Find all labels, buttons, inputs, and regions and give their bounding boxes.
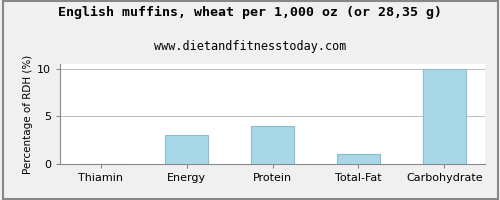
Text: www.dietandfitnesstoday.com: www.dietandfitnesstoday.com [154, 40, 346, 53]
Bar [165, 135, 208, 164]
Text: English muffins, wheat per 1,000 oz (or 28,35 g): English muffins, wheat per 1,000 oz (or … [58, 6, 442, 19]
Bar [251, 126, 294, 164]
Bar [423, 69, 466, 164]
Bar [337, 154, 380, 164]
Y-axis label: Percentage of RDH (%): Percentage of RDH (%) [23, 54, 33, 174]
